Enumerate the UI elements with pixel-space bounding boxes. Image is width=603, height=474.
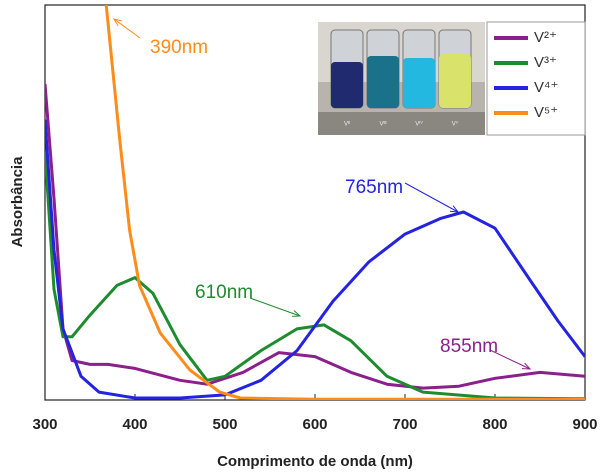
annotation: 855nm — [440, 336, 498, 357]
legend-label: V²⁺ — [534, 29, 557, 46]
annotation-arrow — [250, 298, 300, 316]
annotation-arrow — [114, 19, 140, 38]
annotation: 390nm — [150, 37, 208, 58]
vial-label: Vᴵᴵ — [344, 121, 350, 128]
x-tick-label: 900 — [572, 416, 597, 433]
chart: Comprimento de onda (nm) Absorbância 300… — [0, 0, 603, 474]
x-axis-label: Comprimento de onda (nm) — [217, 453, 413, 470]
vial-label: Vᴵᴵᴵ — [379, 121, 386, 128]
annotation-arrow — [490, 350, 530, 369]
x-tick-label: 400 — [122, 416, 147, 433]
vial-label: Vⱽ — [452, 121, 459, 128]
legend-label: V⁵⁺ — [534, 104, 558, 121]
y-axis-label: Absorbância — [9, 156, 26, 248]
x-tick-label: 300 — [32, 416, 57, 433]
inset-photo — [318, 22, 485, 135]
legend-label: V⁴⁺ — [534, 79, 558, 96]
legend-label: V³⁺ — [534, 54, 557, 71]
annotation: 765nm — [345, 177, 403, 198]
vial-label: Vᴵⱽ — [415, 121, 423, 128]
x-tick-label: 500 — [212, 416, 237, 433]
x-tick-label: 700 — [392, 416, 417, 433]
x-tick-label: 600 — [302, 416, 327, 433]
x-tick-label: 800 — [482, 416, 507, 433]
annotation: 610nm — [195, 282, 253, 303]
annotation-arrow — [405, 183, 458, 212]
